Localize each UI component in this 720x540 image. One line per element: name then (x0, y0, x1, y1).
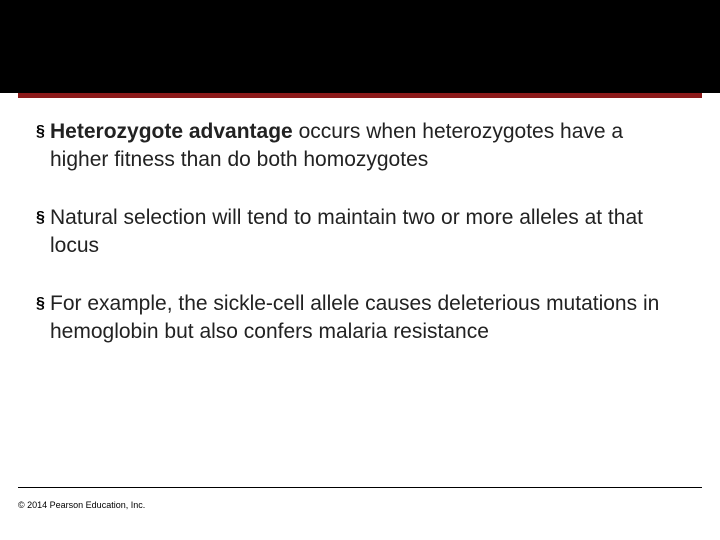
red-divider (18, 93, 702, 98)
slide: § Heterozygote advantage occurs when het… (0, 0, 720, 540)
bullet-text: For example, the sickle-cell allele caus… (50, 292, 659, 343)
title-bar-black (0, 0, 720, 93)
bullet-mark: § (36, 118, 45, 146)
bullet-1: § Heterozygote advantage occurs when het… (36, 118, 684, 174)
bullet-mark: § (36, 290, 45, 318)
footer-divider (18, 487, 702, 488)
bullet-mark: § (36, 204, 45, 232)
bullet-bold-lead: Heterozygote advantage (50, 120, 293, 143)
bullet-2: § Natural selection will tend to maintai… (36, 204, 684, 260)
bullet-3: § For example, the sickle-cell allele ca… (36, 290, 684, 346)
copyright-text: © 2014 Pearson Education, Inc. (18, 500, 145, 510)
bullet-text: Natural selection will tend to maintain … (50, 206, 643, 257)
content-area: § Heterozygote advantage occurs when het… (36, 118, 684, 346)
